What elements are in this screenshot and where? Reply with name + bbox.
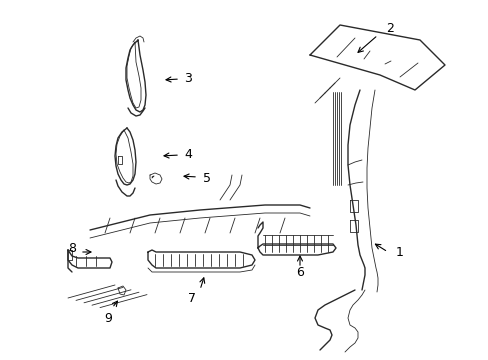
Text: 3: 3 — [183, 72, 192, 85]
Text: 9: 9 — [104, 311, 112, 324]
Text: 5: 5 — [203, 171, 210, 184]
Text: 7: 7 — [187, 292, 196, 305]
Text: 6: 6 — [295, 266, 304, 279]
Text: 2: 2 — [385, 22, 393, 35]
Text: 1: 1 — [395, 246, 403, 258]
Text: 8: 8 — [68, 242, 76, 255]
Text: 4: 4 — [183, 148, 192, 162]
